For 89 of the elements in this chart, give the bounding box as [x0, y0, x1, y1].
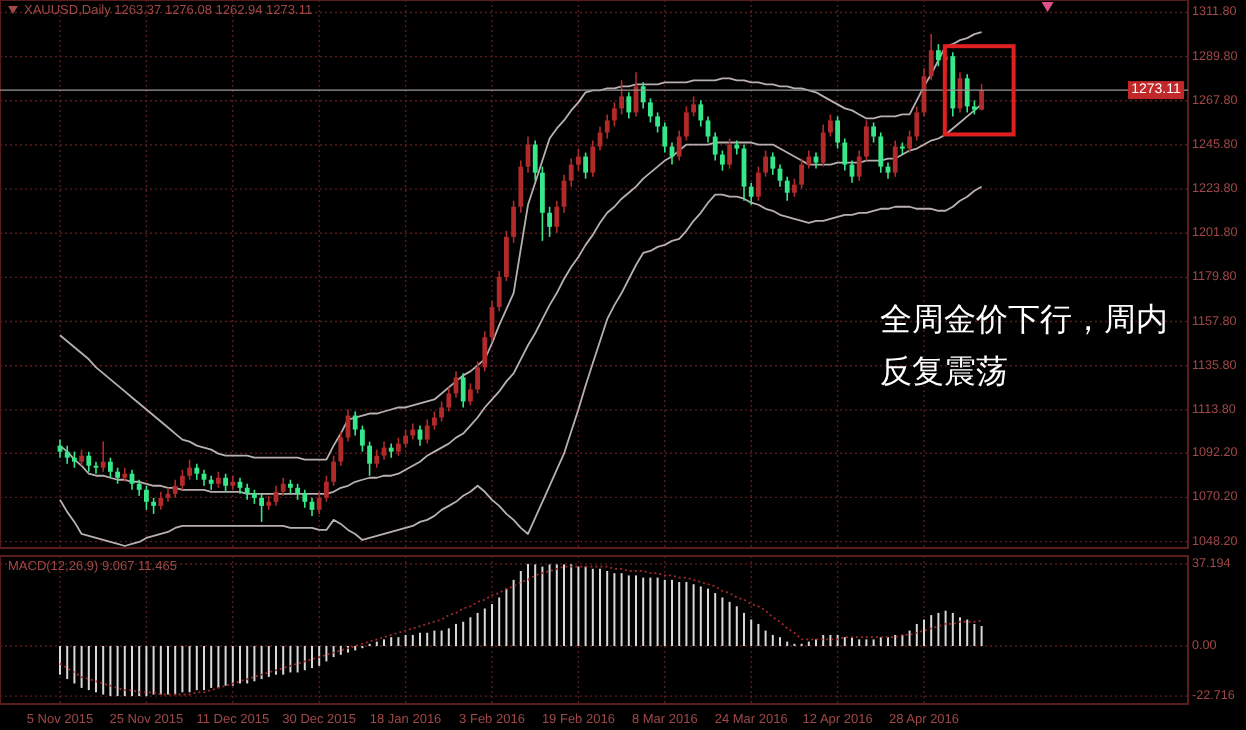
candlestick [446, 386, 452, 413]
candlestick [360, 424, 365, 453]
candlestick [835, 115, 840, 150]
candlestick [828, 113, 833, 138]
candlestick [108, 456, 113, 479]
annotation: 全周金价下行，周内反复震荡 [880, 300, 1168, 390]
candlestick [676, 129, 682, 162]
candlestick [907, 129, 912, 154]
candlestick [619, 79, 624, 116]
candlestick [324, 474, 329, 503]
candlestick [475, 360, 480, 395]
candlestick [230, 474, 236, 491]
candlestick [691, 95, 696, 118]
candlestick [158, 490, 164, 511]
candlestick [720, 149, 725, 172]
candlestick [914, 105, 920, 142]
candlestick [892, 139, 898, 178]
candlestick [698, 99, 704, 128]
candlestick [496, 270, 502, 312]
candlestick [208, 474, 214, 491]
candlestick [266, 495, 272, 511]
candlestick [424, 418, 430, 445]
candlestick [784, 175, 790, 202]
candlestick [763, 149, 768, 178]
candlestick [259, 493, 264, 523]
candlestick [482, 330, 488, 373]
candlestick [734, 139, 740, 156]
candlestick [122, 466, 128, 483]
candlestick [64, 444, 70, 465]
candlestick [388, 442, 394, 459]
candlestick [662, 121, 668, 154]
candlestick [626, 91, 632, 120]
candlestick [792, 177, 797, 198]
candlestick [712, 131, 718, 162]
candlestick [604, 113, 610, 140]
candlestick [597, 125, 603, 152]
candlestick [936, 43, 941, 68]
candlestick [583, 151, 588, 180]
candlestick [180, 468, 185, 491]
candlestick [403, 428, 408, 449]
candlestick [871, 121, 876, 144]
candlestick [511, 199, 516, 244]
candlestick [568, 157, 574, 188]
candlestick [655, 111, 660, 134]
candlestick [439, 400, 444, 423]
candlestick [396, 436, 401, 457]
candlestick [547, 205, 552, 238]
candlestick [842, 137, 848, 172]
candlestick [806, 149, 812, 170]
candlestick [640, 81, 646, 110]
candlestick [172, 478, 178, 499]
candlestick [878, 131, 884, 174]
candlestick [144, 484, 149, 511]
candlestick [820, 123, 826, 168]
candlestick [432, 410, 437, 431]
candlestick [338, 430, 344, 467]
candlestick [770, 151, 776, 176]
candlestick [612, 101, 617, 128]
candlestick [979, 83, 984, 112]
candlestick [756, 165, 761, 202]
candlestick [964, 73, 970, 114]
candlestick [864, 119, 869, 162]
candlestick [928, 33, 934, 82]
candlestick [86, 450, 92, 473]
candlestick [187, 458, 192, 481]
candlestick [748, 181, 754, 206]
candlestick [684, 105, 689, 142]
candlestick [460, 372, 466, 409]
candlestick [504, 230, 509, 282]
candlestick [223, 472, 228, 493]
candlestick [856, 149, 862, 182]
candlestick [799, 157, 804, 190]
candlestick [532, 139, 538, 182]
candlestick [576, 147, 581, 172]
candlestick [374, 448, 380, 469]
candlestick [590, 139, 596, 178]
candlestick [280, 476, 286, 497]
candlestick [468, 382, 473, 407]
candlestick [302, 488, 308, 509]
candlestick [648, 97, 653, 124]
candlestick [727, 137, 732, 170]
candlestick [352, 410, 358, 437]
candlestick [367, 440, 372, 477]
candlestick [100, 440, 106, 473]
candlestick [554, 199, 560, 234]
candlestick [331, 454, 336, 487]
candlestick [540, 165, 545, 242]
candlestick [518, 159, 524, 214]
candlestick [316, 490, 322, 515]
